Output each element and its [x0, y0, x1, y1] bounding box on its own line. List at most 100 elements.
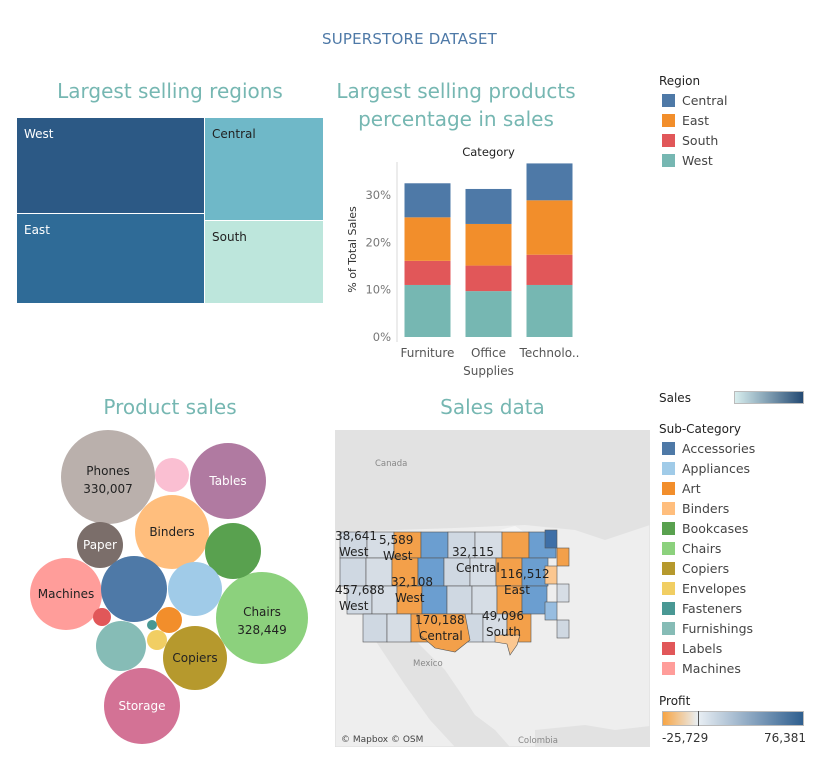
subcategory-legend-item-copiers[interactable]: Copiers — [662, 558, 729, 578]
map-state-shape[interactable] — [362, 613, 388, 643]
map-state-shape[interactable] — [447, 531, 476, 559]
bar-furniture-south[interactable] — [404, 260, 451, 285]
bubble-value-chairs: 328,449 — [237, 623, 287, 637]
bar-office-supplies-central[interactable] — [465, 188, 512, 224]
region-legend-label: West — [682, 152, 713, 168]
subcategory-legend-item-machines[interactable]: Machines — [662, 658, 741, 678]
map-state-shape[interactable] — [471, 585, 498, 615]
bubble-unlabeled-11[interactable] — [168, 562, 222, 616]
map-state-florida[interactable] — [494, 634, 521, 656]
map-state-shape[interactable] — [496, 585, 523, 615]
bubble-unlabeled-9[interactable] — [205, 523, 261, 579]
subcategory-legend-item-art[interactable]: Art — [662, 478, 701, 498]
map-state-shape[interactable] — [446, 585, 473, 615]
map-state-shape[interactable] — [443, 557, 471, 587]
stacked-y-axis-label: % of Total Sales — [346, 206, 359, 293]
treemap-cell-east[interactable]: East — [17, 214, 204, 303]
bubble-machines[interactable] — [30, 558, 102, 630]
bubble-paper[interactable] — [77, 522, 123, 568]
treemap-cell-west[interactable]: West — [17, 118, 204, 213]
subcategory-legend-item-labels[interactable]: Labels — [662, 638, 722, 658]
stacked-y-tick-0: 0% — [373, 330, 391, 344]
map-state-shape[interactable] — [556, 583, 570, 603]
bubble-binders[interactable] — [135, 495, 209, 569]
map-state-shape[interactable] — [396, 585, 423, 615]
region-legend-item-central[interactable]: Central — [662, 90, 728, 110]
map-state-shape[interactable] — [474, 531, 503, 559]
bubble-unlabeled-8[interactable] — [155, 458, 189, 492]
region-legend-title: Region — [659, 74, 701, 88]
map-place-mexico: Mexico — [413, 659, 443, 669]
map-title: Sales data — [440, 395, 545, 419]
map-state-shape[interactable] — [544, 601, 558, 621]
map-state-shape[interactable] — [556, 619, 570, 639]
region-legend: Central East South West — [662, 90, 802, 170]
map-state-shape[interactable] — [339, 531, 368, 559]
bubble-copiers[interactable] — [163, 626, 227, 690]
subcategory-legend-item-accessories[interactable]: Accessories — [662, 438, 755, 458]
map-state-texas[interactable] — [416, 613, 471, 653]
bubble-unlabeled-14[interactable] — [147, 620, 157, 630]
map-state-shape[interactable] — [556, 547, 570, 567]
region-legend-item-west[interactable]: West — [662, 150, 713, 170]
bar-technolo-east[interactable] — [526, 200, 573, 255]
bubble-storage[interactable] — [104, 668, 180, 744]
map-state-shape[interactable] — [544, 565, 558, 585]
bubble-unlabeled-16[interactable] — [147, 630, 167, 650]
stacked-title-line1: Largest selling products — [336, 79, 576, 103]
map-annotation-value-2: 32,115 — [452, 545, 494, 559]
bubble-unlabeled-13[interactable] — [156, 607, 182, 633]
bubble-chairs[interactable] — [216, 572, 308, 664]
bar-technolo-west[interactable] — [526, 284, 573, 337]
bar-technolo-central[interactable] — [526, 163, 573, 201]
bar-office-supplies-west[interactable] — [465, 291, 512, 337]
map-state-shape[interactable] — [521, 585, 548, 615]
map-state-shape[interactable] — [386, 613, 412, 643]
bubble-tables[interactable] — [190, 443, 266, 519]
region-legend-item-east[interactable]: East — [662, 110, 709, 130]
profit-min-label: -25,729 — [662, 731, 709, 745]
bubble-unlabeled-12[interactable] — [93, 608, 111, 626]
bar-furniture-east[interactable] — [404, 217, 451, 261]
map-state-shape[interactable] — [501, 531, 530, 559]
map-annotation-region-2: Central — [456, 561, 500, 575]
bar-furniture-west[interactable] — [404, 284, 451, 337]
subcategory-legend-item-fasteners[interactable]: Fasteners — [662, 598, 742, 618]
bar-office-supplies-east[interactable] — [465, 223, 512, 266]
subcategory-legend-item-binders[interactable]: Binders — [662, 498, 729, 518]
subcategory-legend-swatch — [662, 461, 675, 475]
stacked-column-header: Category — [462, 145, 515, 159]
bubble-label-storage: Storage — [119, 699, 166, 713]
map-place-canada: Canada — [375, 459, 407, 469]
region-legend-item-south[interactable]: South — [662, 130, 718, 150]
map-state-shape[interactable] — [469, 557, 497, 587]
subcategory-legend-item-furnishings[interactable]: Furnishings — [662, 618, 753, 638]
map-annotation-value-7: 170,188 — [415, 613, 465, 627]
subcategory-legend-item-chairs[interactable]: Chairs — [662, 538, 721, 558]
region-legend-swatch — [662, 133, 675, 147]
sales-map[interactable]: Canada Mexico Colombia 38,641 West 5,589 West 3… — [335, 430, 650, 747]
map-state-shape[interactable] — [420, 531, 449, 559]
bubble-unlabeled-10[interactable] — [101, 556, 167, 622]
subcategory-legend-item-bookcases[interactable]: Bookcases — [662, 518, 748, 538]
treemap-cell-south[interactable]: South — [205, 221, 323, 303]
map-annotation-region-6: South — [486, 625, 521, 639]
map-state-shape[interactable] — [339, 557, 367, 587]
subcategory-legend-item-envelopes[interactable]: Envelopes — [662, 578, 746, 598]
bubble-unlabeled-15[interactable] — [96, 621, 146, 671]
treemap-cell-central[interactable]: Central — [205, 118, 323, 220]
map-state-shape[interactable] — [544, 529, 558, 549]
bubble-chart: Phones 330,007 Tables Binders Paper Machines C… — [30, 430, 308, 744]
bar-technolo-south[interactable] — [526, 254, 573, 285]
bubble-phones[interactable] — [61, 430, 155, 524]
bar-furniture-central[interactable] — [404, 183, 451, 218]
subcategory-legend-swatch — [662, 641, 675, 655]
bubble-label-paper: Paper — [83, 538, 117, 552]
map-state-shape[interactable] — [421, 585, 448, 615]
map-annotation-value-6: 49,096 — [482, 609, 524, 623]
map-land-mexico — [375, 640, 510, 747]
bar-office-supplies-south[interactable] — [465, 265, 512, 292]
subcategory-legend-item-appliances[interactable]: Appliances — [662, 458, 750, 478]
subcategory-legend-swatch — [662, 501, 675, 515]
map-state-shape[interactable] — [365, 557, 393, 587]
